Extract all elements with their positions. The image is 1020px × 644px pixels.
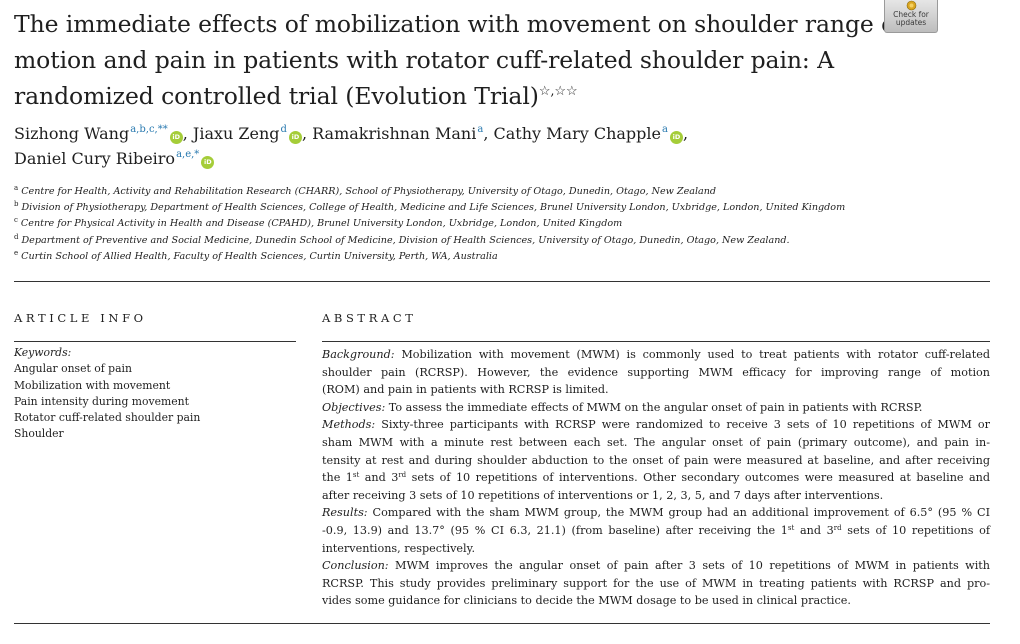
abstract-line: interventions, respectively. — [322, 541, 476, 555]
ordinal-sup: st — [787, 523, 795, 532]
abstract-line: Objectives: To assess the immediate effe… — [322, 399, 990, 417]
affiliation-text: Department of Preventive and Social Medi… — [21, 234, 790, 246]
author-name[interactable]: Jiaxu Zeng — [192, 124, 280, 143]
check-updates-icon — [885, 0, 937, 11]
abstract-line: after receiving 3 sets of 10 repetitions… — [322, 488, 884, 502]
author-affil-marks[interactable]: a — [662, 124, 668, 135]
keywords-label: Keywords: — [14, 346, 72, 359]
ordinal-sup: st — [352, 471, 360, 480]
affiliation-list: a Centre for Health, Activity and Rehabil… — [14, 184, 1004, 265]
abstract-text: sets of 10 repetitions of — [841, 523, 990, 537]
abstract-heading: ABSTRACT — [322, 311, 417, 325]
check-badge-line2: updates — [895, 18, 927, 27]
title-line-2: motion and pain in patients with rotator… — [14, 46, 834, 74]
author-line-1: Sizhong Wanga,b,c,**iD, Jiaxu ZengdiD, R… — [14, 121, 994, 146]
affiliation-item: c Centre for Physical Activity in Health … — [14, 216, 1004, 232]
results-label: Results: — [322, 506, 368, 520]
title-line-3-text: randomized controlled trial (Evolution T… — [14, 82, 539, 110]
abstract-text: and 3 — [794, 523, 834, 537]
affiliation-text: Centre for Physical Activity in Health a… — [20, 218, 623, 230]
author-affil-marks[interactable]: a — [477, 124, 484, 135]
abstract-line: vides some guidance for clinicians to de… — [322, 594, 851, 608]
orcid-icon[interactable]: iD — [669, 131, 683, 144]
affiliation-text: Curtin School of Allied Health, Faculty … — [21, 250, 498, 262]
author-list: Sizhong Wanga,b,c,**iD, Jiaxu ZengdiD, R… — [14, 121, 994, 171]
author-separator: , — [182, 124, 188, 143]
article-title: The immediate effects of mobilization wi… — [14, 6, 904, 114]
affiliation-item: d Department of Preventive and Social Med… — [14, 233, 1004, 249]
orcid-icon[interactable]: iD — [288, 131, 302, 144]
author-line-2: Daniel Cury Ribeiroa,e,*iD — [14, 146, 994, 171]
abstract-text: Compared with the sham MWM group, the MW… — [367, 506, 991, 520]
affiliation-mark: b — [14, 200, 19, 209]
orcid-icon[interactable]: iD — [169, 131, 183, 144]
abstract-text: MWM improves the angular onset of pain a… — [388, 559, 990, 573]
abstract-text: the 1 — [322, 471, 353, 485]
abstract-text: sets of 10 repetitions of interventions.… — [406, 471, 990, 485]
affiliation-item: a Centre for Health, Activity and Rehabil… — [14, 184, 1004, 200]
abstract-line: Conclusion: MWM improves the angular ons… — [322, 557, 990, 575]
abstract-text: -0.9, 13.9) and 13.7° (95 % CI 6.3, 21.1… — [322, 523, 788, 537]
ordinal-sup: rd — [398, 471, 407, 480]
author-name[interactable]: Daniel Cury Ribeiro — [14, 149, 176, 168]
section-divider-bottom — [14, 623, 990, 624]
author-separator: , — [682, 124, 689, 143]
keyword-item: Pain intensity during movement — [14, 394, 189, 408]
keyword-item: Shoulder — [14, 427, 64, 441]
keyword-item: Mobilization with movement — [14, 378, 171, 392]
affiliation-mark: a — [14, 184, 19, 192]
check-badge-line1: Check for — [893, 10, 929, 19]
section-divider-top — [14, 281, 990, 282]
abstract-line: RCRSP. This study provides preliminary s… — [322, 576, 990, 590]
abstract-line: Results: Compared with the sham MWM grou… — [322, 504, 990, 522]
affiliation-item: e Curtin School of Allied Health, Faculty… — [14, 249, 1004, 265]
keyword-item: Angular onset of pain — [14, 362, 132, 376]
conclusion-label: Conclusion: — [322, 559, 389, 573]
affiliation-mark: d — [14, 232, 19, 241]
title-line-3: randomized controlled trial (Evolution T… — [14, 78, 874, 114]
title-line-1: The immediate effects of mobilization wi… — [14, 10, 904, 38]
affiliation-mark: c — [14, 216, 18, 225]
ordinal-sup: rd — [833, 523, 842, 532]
abstract-line: Background: Mobilization with movement (… — [322, 346, 990, 364]
background-label: Background: — [322, 348, 395, 361]
abstract-line: shoulder pain (RCRSP). However, the evid… — [322, 365, 990, 379]
objectives-label: Objectives: — [322, 400, 386, 414]
check-for-updates-button[interactable]: Check for updates — [884, 0, 938, 33]
affiliation-text: Centre for Health, Activity and Rehabili… — [21, 186, 717, 197]
title-footnote-marks[interactable]: ☆,☆☆ — [538, 84, 578, 99]
orcid-icon[interactable]: iD — [201, 156, 215, 169]
article-info-heading: ARTICLE INFO — [14, 311, 147, 325]
abstract-line: Methods: Sixty-three participants with R… — [322, 416, 990, 434]
abstract-line: (ROM) and pain in patients with RCRSP is… — [322, 383, 609, 397]
abstract-line: the 1st and 3rd sets of 10 repetitions o… — [322, 469, 990, 487]
author-name[interactable]: Cathy Mary Chapple — [493, 124, 662, 143]
affiliation-mark: e — [14, 248, 19, 257]
abstract-line: sham MWM with a minute rest between each… — [322, 435, 990, 449]
author-name[interactable]: Ramakrishnan Mani — [312, 124, 477, 143]
abstract-divider — [322, 341, 990, 342]
author-affil-marks[interactable]: a,e,* — [176, 149, 200, 160]
keyword-item: Rotator cuff-related shoulder pain — [14, 411, 201, 425]
article-info-divider — [14, 341, 296, 342]
abstract-text: and 3 — [359, 471, 399, 485]
abstract-text: To assess the immediate effects of MWM o… — [385, 400, 923, 414]
abstract-body: Background: Mobilization with movement (… — [322, 346, 990, 610]
author-name[interactable]: Sizhong Wang — [14, 124, 130, 143]
affiliation-text: Division of Physiotherapy, Department of… — [21, 202, 846, 214]
abstract-text: Sixty-three participants with RCRSP were… — [375, 418, 990, 432]
author-affil-marks[interactable]: d — [280, 124, 287, 135]
affiliation-item: b Division of Physiotherapy, Department o… — [14, 200, 1004, 216]
abstract-text: Mobilization with movement (MWM) is comm… — [394, 348, 990, 361]
keywords-block: Keywords: Angular onset of pain Mobiliza… — [14, 345, 294, 443]
abstract-line: -0.9, 13.9) and 13.7° (95 % CI 6.3, 21.1… — [322, 522, 990, 540]
author-separator: , — [301, 124, 308, 143]
author-affil-marks[interactable]: a,b,c,** — [130, 124, 168, 135]
methods-label: Methods: — [322, 418, 376, 432]
author-separator: , — [483, 124, 489, 143]
abstract-line: tensity at rest and during shoulder abdu… — [322, 453, 990, 467]
